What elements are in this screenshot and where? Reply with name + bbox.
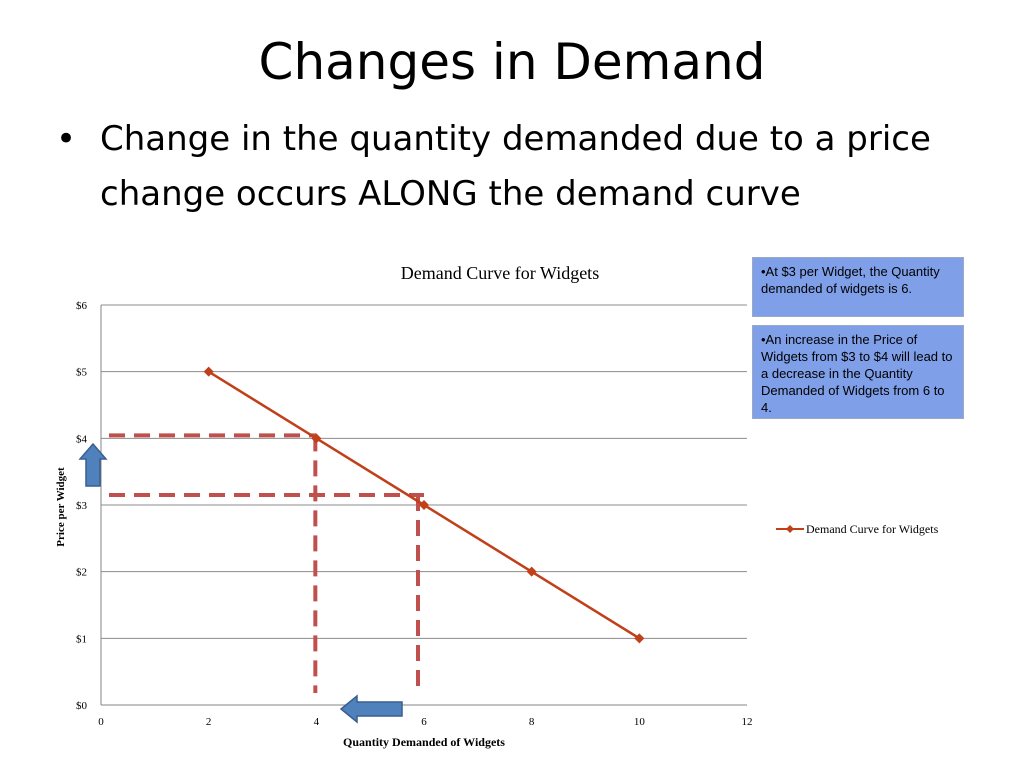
x-tick-label: 0 — [98, 716, 104, 728]
dashed-guides — [109, 433, 424, 693]
data-point — [526, 566, 537, 577]
data-point — [419, 500, 429, 510]
y-tick-label: $1 — [76, 633, 87, 645]
x-axis-label: Quantity Demanded of Widgets — [343, 735, 505, 749]
y-tick-label: $6 — [76, 300, 88, 312]
y-tick-label: $5 — [76, 367, 88, 379]
data-point — [634, 633, 645, 644]
x-tick-labels: 0 2 4 6 8 10 12 — [98, 716, 752, 728]
x-tick-label: 2 — [206, 716, 212, 728]
y-tick-labels: $0 $1 $2 $3 $4 $5 $6 — [76, 300, 88, 712]
data-point — [311, 433, 322, 444]
legend-entry: Demand Curve for Widgets — [806, 522, 939, 536]
y-tick-label: $4 — [76, 433, 88, 445]
slide-title: Changes in Demand — [258, 33, 766, 91]
chart-title: Demand Curve for Widgets — [401, 263, 599, 283]
y-tick-label: $2 — [76, 567, 87, 579]
y-tick-label: $3 — [76, 500, 88, 512]
x-tick-label: 8 — [529, 716, 535, 728]
bullet-marker: • — [56, 119, 77, 159]
note-box-price-increase: •An increase in the Price of Widgets fro… — [752, 325, 964, 419]
legend-marker — [786, 525, 794, 533]
x-tick-label: 4 — [314, 716, 320, 728]
y-tick-label: $0 — [76, 700, 88, 712]
note-box-price-3: •At $3 per Widget, the Quantity demanded… — [752, 257, 964, 317]
series-layer — [203, 366, 645, 644]
y-axis-label: Price per Widget — [55, 467, 67, 547]
left-arrow-icon — [339, 694, 403, 724]
arrows-layer — [78, 442, 403, 724]
legend: Demand Curve for Widgets — [776, 522, 939, 536]
x-tick-label: 10 — [634, 716, 646, 728]
bullet-text: Change in the quantity demanded due to a… — [100, 119, 931, 214]
up-arrow-icon — [78, 442, 108, 487]
x-tick-label: 6 — [421, 716, 427, 728]
data-point — [203, 366, 214, 377]
x-tick-label: 12 — [742, 716, 753, 728]
